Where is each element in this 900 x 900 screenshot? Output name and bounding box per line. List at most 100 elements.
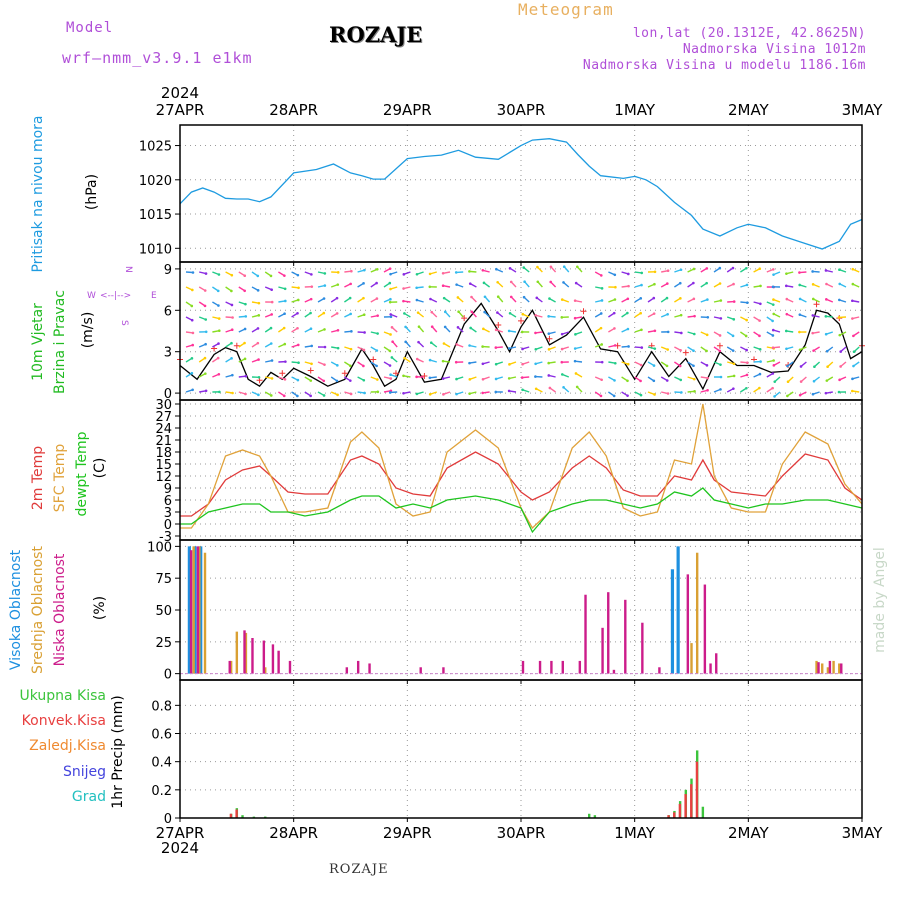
wind-arrow-head <box>428 376 432 380</box>
wind-arrow-head <box>653 270 657 274</box>
bar-cloud-niska-oblacnost <box>521 660 525 674</box>
series-line-temperature-sfc-temp <box>180 403 863 530</box>
wind-arrow-head <box>375 281 378 285</box>
wind-arrow-head <box>269 342 273 345</box>
wind-arrow-head <box>402 374 405 378</box>
wind-point-marker <box>813 301 820 308</box>
wind-arrow-head <box>665 379 669 382</box>
wind-arrow-head <box>507 329 511 333</box>
wind-arrow-head <box>665 296 669 300</box>
wind-arrow-head <box>204 318 208 321</box>
y-tick-label: 21 <box>155 434 172 449</box>
wind-arrow-head <box>798 271 801 274</box>
wind-arrow-head <box>270 313 274 316</box>
wind-arrow-head <box>362 296 365 300</box>
wind-arrow-head <box>693 332 696 336</box>
wind-arrow-head <box>389 287 392 291</box>
wind-arrow-head <box>230 289 233 293</box>
wind-arrow-head <box>230 273 234 277</box>
bar-cloud-srednja-oblacnost <box>229 660 233 674</box>
wind-arrow-head <box>323 284 327 287</box>
compass-glyph: <--|--> <box>100 291 131 301</box>
wind-arrow-head <box>652 296 656 300</box>
wind-arrow-head <box>362 378 366 382</box>
wind-arrow-head <box>798 348 802 352</box>
wind-arrow-head <box>243 327 247 331</box>
wind-arrow-head <box>718 282 722 285</box>
wind-arrow-head <box>851 377 854 381</box>
wind-arrow-head <box>441 284 445 288</box>
wind-arrow-head <box>455 377 458 381</box>
wind-arrow-head <box>456 326 460 329</box>
bar-cloud-niska-oblacnost <box>578 660 582 674</box>
wind-arrow-head <box>454 360 458 364</box>
wind-arrow-head <box>507 389 511 393</box>
compass-n: N <box>123 266 133 273</box>
wind-arrow-head <box>349 347 353 351</box>
wind-arrow-head <box>443 325 447 329</box>
wind-arrow-head <box>627 284 630 288</box>
wind-arrow-head <box>719 299 723 302</box>
wind-arrow-head <box>429 341 433 345</box>
wind-arrow-head <box>322 297 326 300</box>
wind-arrow-head <box>798 283 801 287</box>
x-tick-label-top: 3MAY <box>842 101 884 119</box>
wind-arrow-head <box>244 392 247 396</box>
wind-arrow-head <box>203 304 207 308</box>
wind-arrow-head <box>283 274 286 277</box>
wind-arrow-head <box>785 272 788 275</box>
bar-cloud-niska-oblacnost <box>243 630 246 674</box>
wind-arrow-head <box>218 390 221 394</box>
wind-arrow-head <box>851 299 854 303</box>
wind-arrow-head <box>838 298 841 302</box>
bar-cloud-niska-oblacnost <box>538 660 542 674</box>
wind-arrow-head <box>217 317 221 320</box>
x-tick-label-bottom: 28APR <box>269 824 318 842</box>
wind-arrow-head <box>640 328 643 332</box>
wind-arrow-head <box>375 297 379 300</box>
wind-arrow-head <box>549 280 553 284</box>
wind-arrow-head <box>811 314 815 317</box>
wind-arrow-head <box>336 283 340 286</box>
wind-arrow-head <box>282 394 286 398</box>
wind-arrow-head <box>612 311 616 315</box>
y-tick-label: 0 <box>164 812 172 827</box>
wind-arrow-head <box>441 377 445 380</box>
bar-cloud-niska-oblacnost <box>228 660 231 674</box>
x-tick-label-top: 27APR <box>156 101 205 119</box>
y-tick-label: 1020 <box>139 174 172 189</box>
wind-arrow-head <box>428 272 432 276</box>
wind-arrow-head <box>415 272 419 276</box>
wind-arrow-head <box>244 374 248 378</box>
wind-arrow-head <box>468 361 471 365</box>
wind-arrow-head <box>442 342 446 345</box>
bar-precip-ukupna-kisa <box>593 815 597 818</box>
wind-arrow-head <box>335 379 339 383</box>
wind-arrow-head <box>388 391 392 394</box>
wind-arrow-head <box>191 388 194 392</box>
wind-arrow-head <box>231 373 234 377</box>
wind-arrow-head <box>705 267 709 270</box>
wind-arrow-head <box>600 274 603 277</box>
wind-arrow-head <box>441 359 445 363</box>
compass-s: S <box>119 320 129 326</box>
series-line-pressure <box>179 138 863 250</box>
wind-arrow-head <box>191 271 195 274</box>
bar-precip-konvek.kisa <box>235 809 238 818</box>
wind-arrow-head <box>560 316 564 319</box>
wind-arrow-head <box>496 280 499 284</box>
wind-arrow-head <box>772 312 776 316</box>
wind-arrow-head <box>745 373 749 377</box>
wind-arrow-head <box>204 330 208 334</box>
wind-arrow-head <box>772 273 775 276</box>
wind-arrow-head <box>759 360 762 363</box>
wind-arrow-head <box>244 315 248 318</box>
wind-arrow-head <box>389 272 392 276</box>
model-version: wrf—nmm_v3.9.1 e1km <box>62 49 253 67</box>
bar-precip-konvek.kisa <box>678 803 682 818</box>
wind-arrow-head <box>390 326 394 329</box>
wind-arrow-head <box>243 341 246 345</box>
wind-arrow-head <box>309 394 312 398</box>
wind-arrow-head <box>562 386 565 389</box>
bar-cloud-niska-oblacnost <box>442 667 445 674</box>
